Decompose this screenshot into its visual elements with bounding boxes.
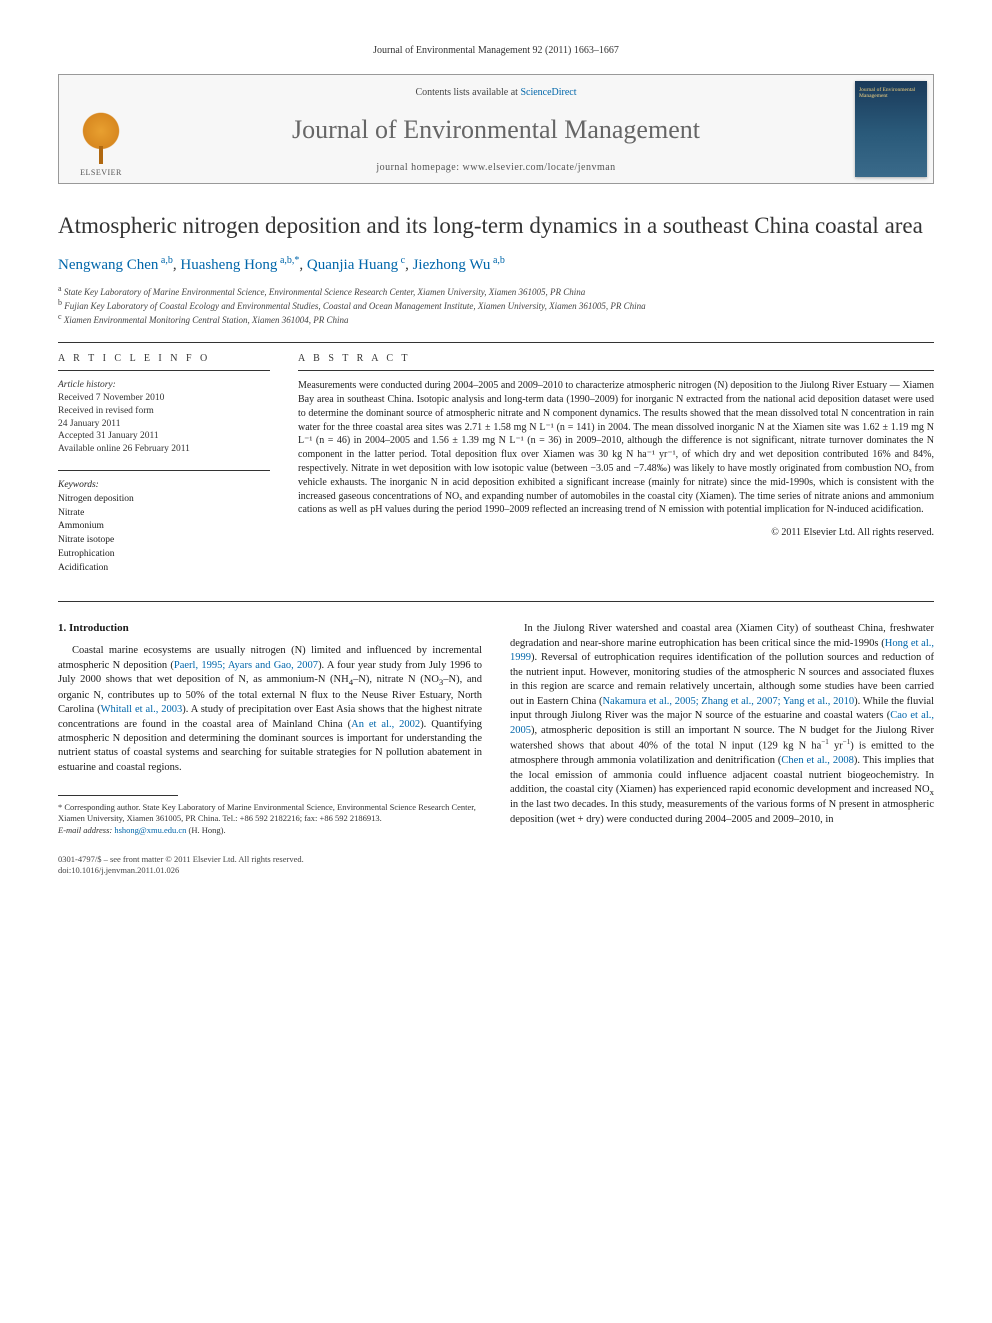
affiliation-a: a State Key Laboratory of Marine Environ… (58, 284, 934, 298)
corr-email-link[interactable]: hshong@xmu.edu.cn (114, 825, 186, 835)
affiliation-c-text: Xiamen Environmental Monitoring Central … (64, 315, 349, 325)
intro-paragraph-1: Coastal marine ecosystems are usually ni… (58, 644, 482, 775)
corresponding-author-footnote: * Corresponding author. State Key Labora… (58, 802, 482, 835)
author-1-aff: a,b (158, 255, 172, 266)
abstract-copyright: © 2011 Elsevier Ltd. All rights reserved… (298, 527, 934, 538)
section-1-heading: 1. Introduction (58, 622, 482, 634)
keyword-3: Nitrate isotope (58, 534, 270, 548)
ref-an[interactable]: An et al., 2002 (351, 719, 420, 730)
keyword-2: Ammonium (58, 520, 270, 534)
article-info-column: A R T I C L E I N F O Article history: R… (58, 353, 270, 575)
header-citation: Journal of Environmental Management 92 (… (58, 45, 934, 56)
journal-name: Journal of Environmental Management (153, 115, 839, 145)
abstract-text: Measurements were conducted during 2004–… (298, 370, 934, 517)
footer-doi[interactable]: doi:10.1016/j.jenvman.2011.01.026 (58, 865, 482, 876)
footer-block: 0301-4797/$ – see front matter © 2011 El… (58, 854, 482, 876)
article-info-label: A R T I C L E I N F O (58, 353, 270, 364)
journal-cover-thumbnail[interactable]: Journal of Environmental Management (855, 81, 927, 177)
author-4[interactable]: Jiezhong Wu (413, 257, 491, 273)
contents-available-line: Contents lists available at ScienceDirec… (153, 87, 839, 98)
ref-paerl[interactable]: Paerl, 1995; Ayars and Gao, 2007 (174, 660, 318, 671)
homepage-url[interactable]: www.elsevier.com/locate/jenvman (463, 162, 616, 173)
history-revised-label: Received in revised form (58, 405, 270, 418)
author-4-aff: a,b (490, 255, 504, 266)
author-3[interactable]: Quanjia Huang (307, 257, 398, 273)
body-column-left: 1. Introduction Coastal marine ecosystem… (58, 622, 482, 875)
email-suffix: (H. Hong). (186, 825, 225, 835)
homepage-prefix: journal homepage: (376, 162, 462, 173)
corr-text: * Corresponding author. State Key Labora… (58, 802, 482, 824)
author-2-aff: a,b, (277, 255, 294, 266)
keyword-0: Nitrogen deposition (58, 493, 270, 507)
elsevier-logo[interactable]: ELSEVIER (66, 99, 136, 177)
body-columns: 1. Introduction Coastal marine ecosystem… (58, 622, 934, 875)
journal-masthead: ELSEVIER Contents lists available at Sci… (58, 74, 934, 184)
affiliation-b: b Fujian Key Laboratory of Coastal Ecolo… (58, 298, 934, 312)
article-title: Atmospheric nitrogen deposition and its … (58, 212, 934, 241)
cover-thumb-title: Journal of Environmental Management (859, 87, 923, 99)
footnote-separator (58, 795, 178, 796)
author-1[interactable]: Nengwang Chen (58, 257, 158, 273)
ref-whitall[interactable]: Whitall et al., 2003 (101, 704, 183, 715)
corr-email-line: E-mail address: hshong@xmu.edu.cn (H. Ho… (58, 825, 482, 836)
abstract-column: A B S T R A C T Measurements were conduc… (298, 353, 934, 575)
affiliation-a-text: State Key Laboratory of Marine Environme… (64, 287, 585, 297)
abstract-label: A B S T R A C T (298, 353, 934, 364)
keywords-block: Keywords: Nitrogen deposition Nitrate Am… (58, 470, 270, 575)
elsevier-tree-icon (74, 112, 128, 166)
divider-body (58, 601, 934, 602)
keyword-1: Nitrate (58, 507, 270, 521)
ref-nakamura[interactable]: Nakamura et al., 2005; Zhang et al., 200… (602, 696, 854, 707)
affiliations: a State Key Laboratory of Marine Environ… (58, 284, 934, 326)
history-label: Article history: (58, 379, 270, 392)
ref-chen[interactable]: Chen et al., 2008 (781, 755, 853, 766)
ref-cao[interactable]: Cao et al., 2005 (510, 710, 934, 735)
affiliation-c: c Xiamen Environmental Monitoring Centra… (58, 312, 934, 326)
ref-hong[interactable]: Hong et al., 1999 (510, 638, 934, 663)
history-online: Available online 26 February 2011 (58, 443, 270, 456)
article-history-block: Article history: Received 7 November 201… (58, 370, 270, 456)
cover-thumb-cell: Journal of Environmental Management (849, 75, 933, 183)
history-received: Received 7 November 2010 (58, 392, 270, 405)
divider-top (58, 342, 934, 343)
contents-prefix: Contents lists available at (415, 87, 520, 98)
author-2[interactable]: Huasheng Hong (180, 257, 277, 273)
email-label: E-mail address: (58, 825, 114, 835)
publisher-name: ELSEVIER (80, 168, 122, 177)
page-container: Journal of Environmental Management 92 (… (0, 0, 992, 906)
keywords-label: Keywords: (58, 479, 270, 493)
keyword-5: Acidification (58, 562, 270, 576)
author-3-aff: c (398, 255, 405, 266)
journal-homepage-line: journal homepage: www.elsevier.com/locat… (153, 162, 839, 173)
intro-paragraph-2: In the Jiulong River watershed and coast… (510, 622, 934, 827)
body-column-right: In the Jiulong River watershed and coast… (510, 622, 934, 875)
history-accepted: Accepted 31 January 2011 (58, 430, 270, 443)
footer-line-1: 0301-4797/$ – see front matter © 2011 El… (58, 854, 482, 865)
info-abstract-row: A R T I C L E I N F O Article history: R… (58, 353, 934, 575)
sciencedirect-link[interactable]: ScienceDirect (520, 87, 576, 98)
publisher-logo-cell: ELSEVIER (59, 75, 143, 183)
author-list: Nengwang Chen a,b, Huasheng Hong a,b,*, … (58, 255, 934, 274)
history-revised-date: 24 January 2011 (58, 418, 270, 431)
masthead-center: Contents lists available at ScienceDirec… (143, 75, 849, 183)
keyword-4: Eutrophication (58, 548, 270, 562)
corr-marker[interactable]: * (294, 255, 299, 266)
affiliation-b-text: Fujian Key Laboratory of Coastal Ecology… (64, 301, 645, 311)
